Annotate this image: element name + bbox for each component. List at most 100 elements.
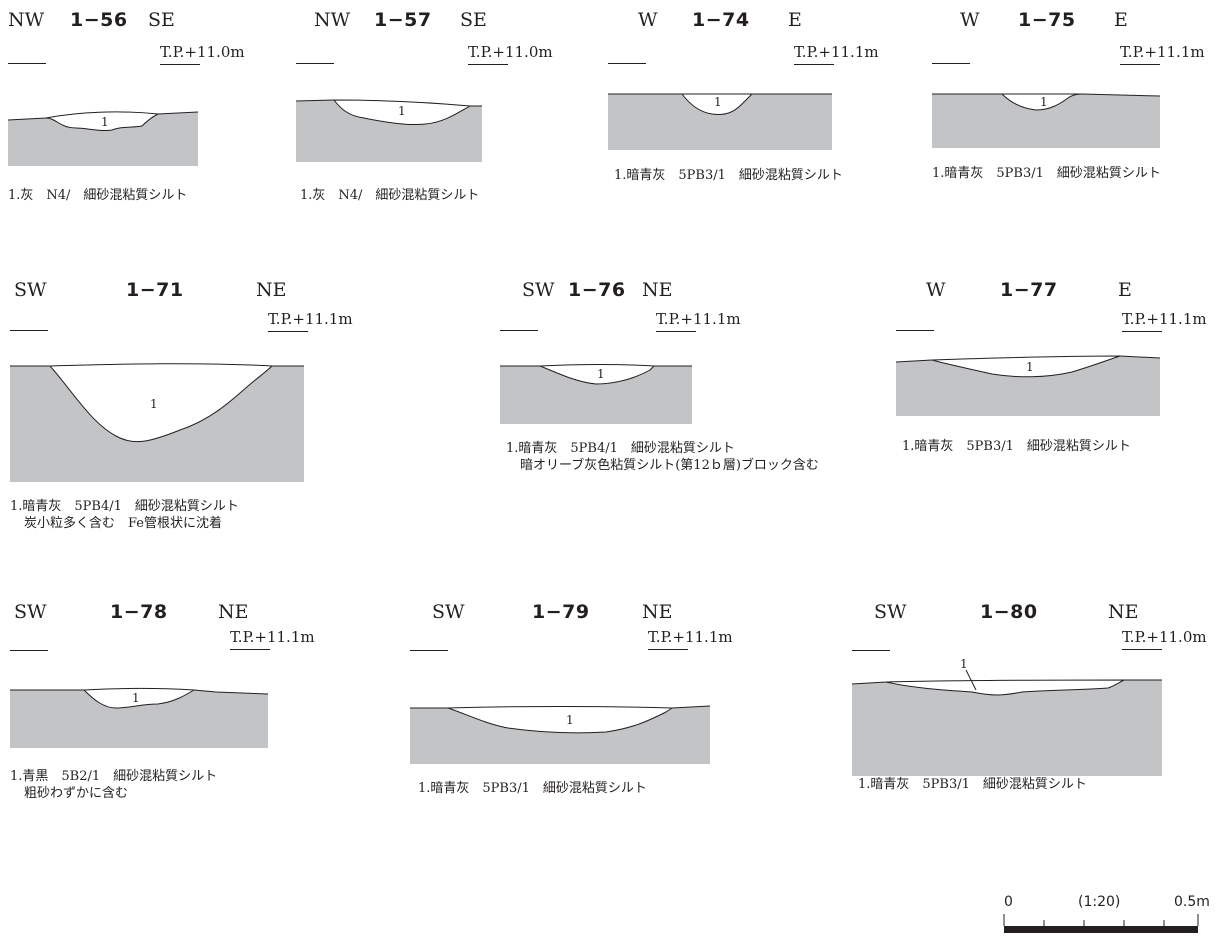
elevation-label: T.P.+11.1m	[648, 628, 733, 646]
elevation-underline	[268, 331, 308, 332]
right-direction: E	[1118, 279, 1132, 301]
pit-fill	[539, 364, 656, 385]
feature-number: 1−57	[374, 9, 432, 31]
soil-description: 1.暗青灰 5PB3/1 細砂混粘質シルト	[932, 165, 1161, 182]
feature-number: 1−74	[692, 9, 750, 31]
section-1-76: SW 1−76 NE T.P.+11.1m 1 1.暗青灰 5PB4/1 細砂混…	[500, 278, 880, 488]
reference-line	[932, 63, 970, 64]
soil-profile: 1	[500, 364, 692, 424]
left-direction: SW	[14, 279, 47, 301]
soil-profile: 1	[608, 93, 832, 150]
section-1-78: SW 1−78 NE T.P.+11.1m 1 1.青黒 5B2/1 細砂混粘質…	[10, 600, 350, 801]
right-direction: SE	[148, 9, 175, 31]
elevation-label: T.P.+11.0m	[160, 43, 245, 61]
reference-line	[608, 63, 646, 64]
section-1-79: SW 1−79 NE T.P.+11.1m 1 1.暗青灰 5PB3/1 細砂混…	[410, 600, 780, 800]
pit-fill	[45, 111, 160, 132]
soil-description: 1.暗青灰 5PB3/1 細砂混粘質シルト	[614, 167, 843, 184]
pit-fill	[332, 99, 472, 125]
ground-surface	[295, 99, 482, 107]
elevation-label: T.P.+11.1m	[230, 628, 315, 646]
right-direction: E	[788, 9, 802, 31]
right-direction: E	[1114, 9, 1128, 31]
layer-label: 1	[960, 657, 968, 671]
layer-label: 1	[150, 397, 158, 411]
ground-surface	[7, 111, 199, 121]
ground-section	[410, 706, 710, 764]
description-line: 1.灰 N4/ 細砂混粘質シルト	[8, 188, 188, 203]
ground-section	[8, 112, 198, 166]
ground-surface	[10, 689, 269, 695]
layer-label: 1	[1040, 95, 1048, 109]
elevation-underline	[794, 64, 834, 65]
leader-line	[965, 669, 977, 691]
ground-section	[608, 94, 832, 150]
ground-section	[932, 94, 1160, 148]
scale-start: 0	[1004, 894, 1013, 910]
feature-number: 1−77	[1000, 279, 1058, 301]
soil-description: 1.暗青灰 5PB3/1 細砂混粘質シルト	[858, 776, 1087, 793]
soil-description: 1.灰 N4/ 細砂混粘質シルト	[8, 187, 187, 204]
reference-line	[10, 330, 48, 331]
reference-line	[8, 63, 46, 64]
soil-profile: 1	[895, 355, 1161, 416]
feature-number: 1−75	[1018, 9, 1076, 31]
right-direction: SE	[460, 9, 487, 31]
pit-fill	[931, 355, 1121, 378]
elevation-label: T.P.+11.1m	[794, 43, 879, 61]
left-direction: W	[960, 9, 980, 31]
ground-section	[896, 356, 1160, 416]
description-line: 1.青黒 5B2/1 細砂混粘質シルト	[10, 769, 218, 784]
feature-number: 1−56	[70, 9, 128, 31]
ground-section	[500, 366, 692, 424]
soil-description: 1.暗青灰 5PB4/1 細砂混粘質シルト 炭小粒多く含む Fe管根状に沈着	[10, 498, 239, 532]
feature-number: 1−79	[532, 601, 590, 623]
description-line: 1.暗青灰 5PB3/1 細砂混粘質シルト	[932, 166, 1161, 181]
section-1-77: W 1−77 E T.P.+11.1m 1 1.暗青灰 5PB3/1 細砂混粘質…	[895, 278, 1222, 468]
reference-line	[852, 650, 890, 651]
soil-profile: 1	[410, 705, 711, 764]
elevation-label: T.P.+11.1m	[1120, 43, 1205, 61]
pit-fill	[82, 688, 196, 709]
reference-line	[10, 650, 48, 651]
reference-line	[896, 330, 934, 331]
elevation-underline	[468, 64, 508, 65]
left-direction: SW	[874, 601, 907, 623]
right-direction: NE	[1108, 601, 1139, 623]
scale-graphic	[1003, 914, 1199, 933]
layer-label: 1	[597, 367, 605, 381]
soil-profile: 1	[7, 111, 199, 166]
left-direction: NW	[314, 9, 351, 31]
left-direction: W	[638, 9, 658, 31]
pit-fill	[1000, 93, 1083, 111]
feature-number: 1−71	[126, 279, 184, 301]
right-direction: NE	[256, 279, 287, 301]
layer-label: 1	[1026, 360, 1034, 374]
section-1-57: NW 1−57 SE T.P.+11.0m 1 1.灰 N4/ 細砂混粘質シルト	[295, 8, 576, 203]
ground-surface	[895, 355, 1161, 363]
right-direction: NE	[642, 279, 673, 301]
description-line: 1.暗青灰 5PB3/1 細砂混粘質シルト	[418, 781, 647, 796]
description-line: 1.灰 N4/ 細砂混粘質シルト	[300, 188, 480, 203]
feature-number: 1−80	[980, 601, 1038, 623]
description-line: 1.暗青灰 5PB3/1 細砂混粘質シルト	[858, 777, 1087, 792]
description-line: 炭小粒多く含む Fe管根状に沈着	[24, 516, 223, 531]
layer-label: 1	[398, 104, 406, 118]
section-1-74: W 1−74 E T.P.+11.1m 1 1.暗青灰 5PB3/1 細砂混粘質…	[608, 8, 908, 198]
elevation-label: T.P.+11.1m	[656, 310, 741, 328]
elevation-underline	[1122, 331, 1162, 332]
right-direction: NE	[642, 601, 673, 623]
scale-end: 0.5m	[1174, 894, 1210, 910]
soil-profile: 1	[10, 688, 269, 748]
scale-ratio: (1:20)	[1078, 894, 1121, 910]
layer-label: 1	[132, 691, 140, 705]
layer-label: 1	[566, 713, 574, 727]
pit-fill	[885, 679, 1125, 696]
soil-description: 1.暗青灰 5PB3/1 細砂混粘質シルト	[418, 780, 647, 797]
ground-section	[296, 100, 482, 162]
description-line: 1.暗青灰 5PB4/1 細砂混粘質シルト	[506, 441, 735, 456]
section-1-71: SW 1−71 NE T.P.+11.1m 1 1.暗青灰 5PB4/1 細砂混…	[10, 278, 353, 538]
ground-surface	[410, 705, 711, 709]
section-1-56: NW 1−56 SE T.P.+11.0m 1 1.灰 N4/ 細砂混粘質シルト	[7, 8, 278, 203]
description-line: 1.暗青灰 5PB4/1 細砂混粘質シルト	[10, 499, 239, 514]
